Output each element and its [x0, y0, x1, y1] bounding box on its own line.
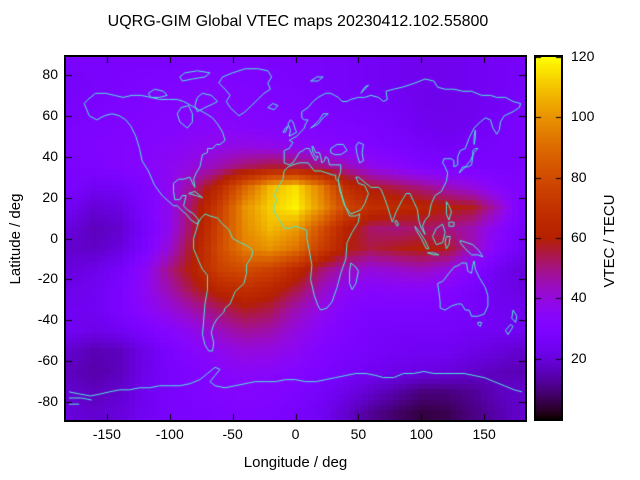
colorbar-tick-label: 80 — [571, 168, 587, 185]
colorbar-tick-label: 40 — [571, 289, 587, 306]
y-axis-label: Latitude / deg — [7, 193, 24, 285]
y-tick-label: 20 — [42, 188, 58, 205]
colorbar-tick-label: 100 — [571, 108, 595, 125]
colorbar-tick-label: 120 — [571, 48, 595, 64]
y-tick-label: 60 — [42, 106, 58, 123]
colorbar-tick-label: 60 — [571, 229, 587, 245]
x-tick-label: -100 — [155, 426, 184, 442]
x-tick-label: -150 — [92, 426, 121, 442]
y-tick-label: -20 — [37, 270, 58, 287]
y-tick-label: -80 — [37, 393, 58, 410]
y-tick-label: 40 — [42, 147, 58, 164]
chart-title: UQRG-GIM Global VTEC maps 20230412.102.5… — [107, 13, 489, 30]
y-tick-label: -60 — [37, 352, 58, 369]
x-tick-label: 50 — [350, 426, 367, 442]
y-tick-label: 80 — [42, 65, 58, 82]
x-tick-label: 100 — [409, 426, 433, 442]
colorbar-canvas — [536, 57, 561, 419]
y-tick-label: -40 — [37, 311, 58, 328]
y-tick-label: 0 — [50, 229, 58, 246]
x-axis-label: Longitude / deg — [243, 454, 348, 471]
vtec-heatmap-canvas — [66, 57, 525, 420]
x-tick-label: 150 — [472, 426, 496, 442]
colorbar-tick-label: 20 — [571, 349, 587, 366]
colorbar-label: VTEC / TECU — [601, 194, 618, 288]
x-tick-label: -50 — [222, 426, 243, 442]
x-tick-label: 0 — [291, 426, 300, 442]
